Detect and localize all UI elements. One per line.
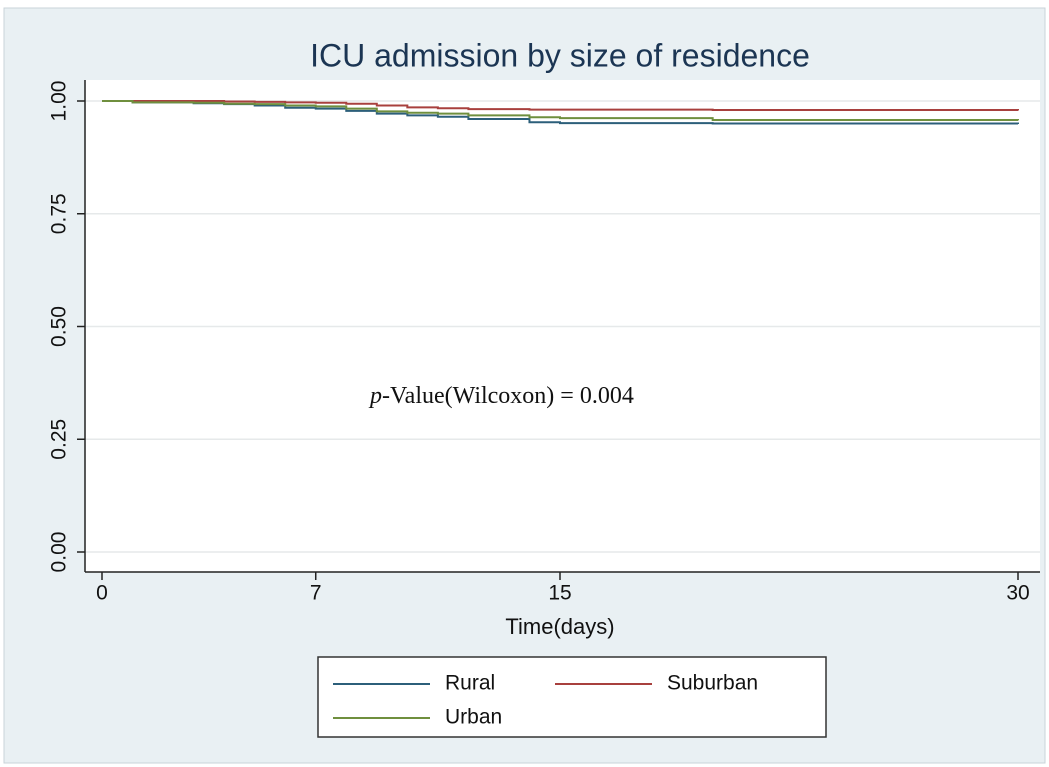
legend bbox=[317, 656, 827, 738]
annotation-italic: p bbox=[368, 383, 382, 409]
y-tick-label: 0.00 bbox=[48, 532, 71, 573]
x-tick-label: 7 bbox=[310, 582, 322, 605]
legend-label: Suburban bbox=[667, 672, 758, 695]
x-tick-label: 30 bbox=[1006, 582, 1029, 605]
legend-label: Rural bbox=[445, 672, 495, 695]
y-tick-label: 0.50 bbox=[48, 306, 71, 347]
x-tick-label: 0 bbox=[96, 582, 108, 605]
series-line bbox=[102, 100, 1019, 112]
annotation-text: -Value(Wilcoxon) = 0.004 bbox=[382, 383, 634, 409]
annotation: p-Value(Wilcoxon) = 0.004 bbox=[368, 383, 634, 409]
y-tick-label: 0.75 bbox=[48, 193, 71, 234]
x-tick-label: 15 bbox=[548, 582, 571, 605]
series-line bbox=[102, 100, 1019, 121]
chart-title: ICU admission by size of residence bbox=[310, 37, 810, 73]
x-axis-label: Time(days) bbox=[505, 614, 614, 639]
legend-label: Urban bbox=[445, 706, 502, 729]
y-tick-label: 1.00 bbox=[48, 81, 71, 122]
y-tick-label: 0.25 bbox=[48, 419, 71, 460]
